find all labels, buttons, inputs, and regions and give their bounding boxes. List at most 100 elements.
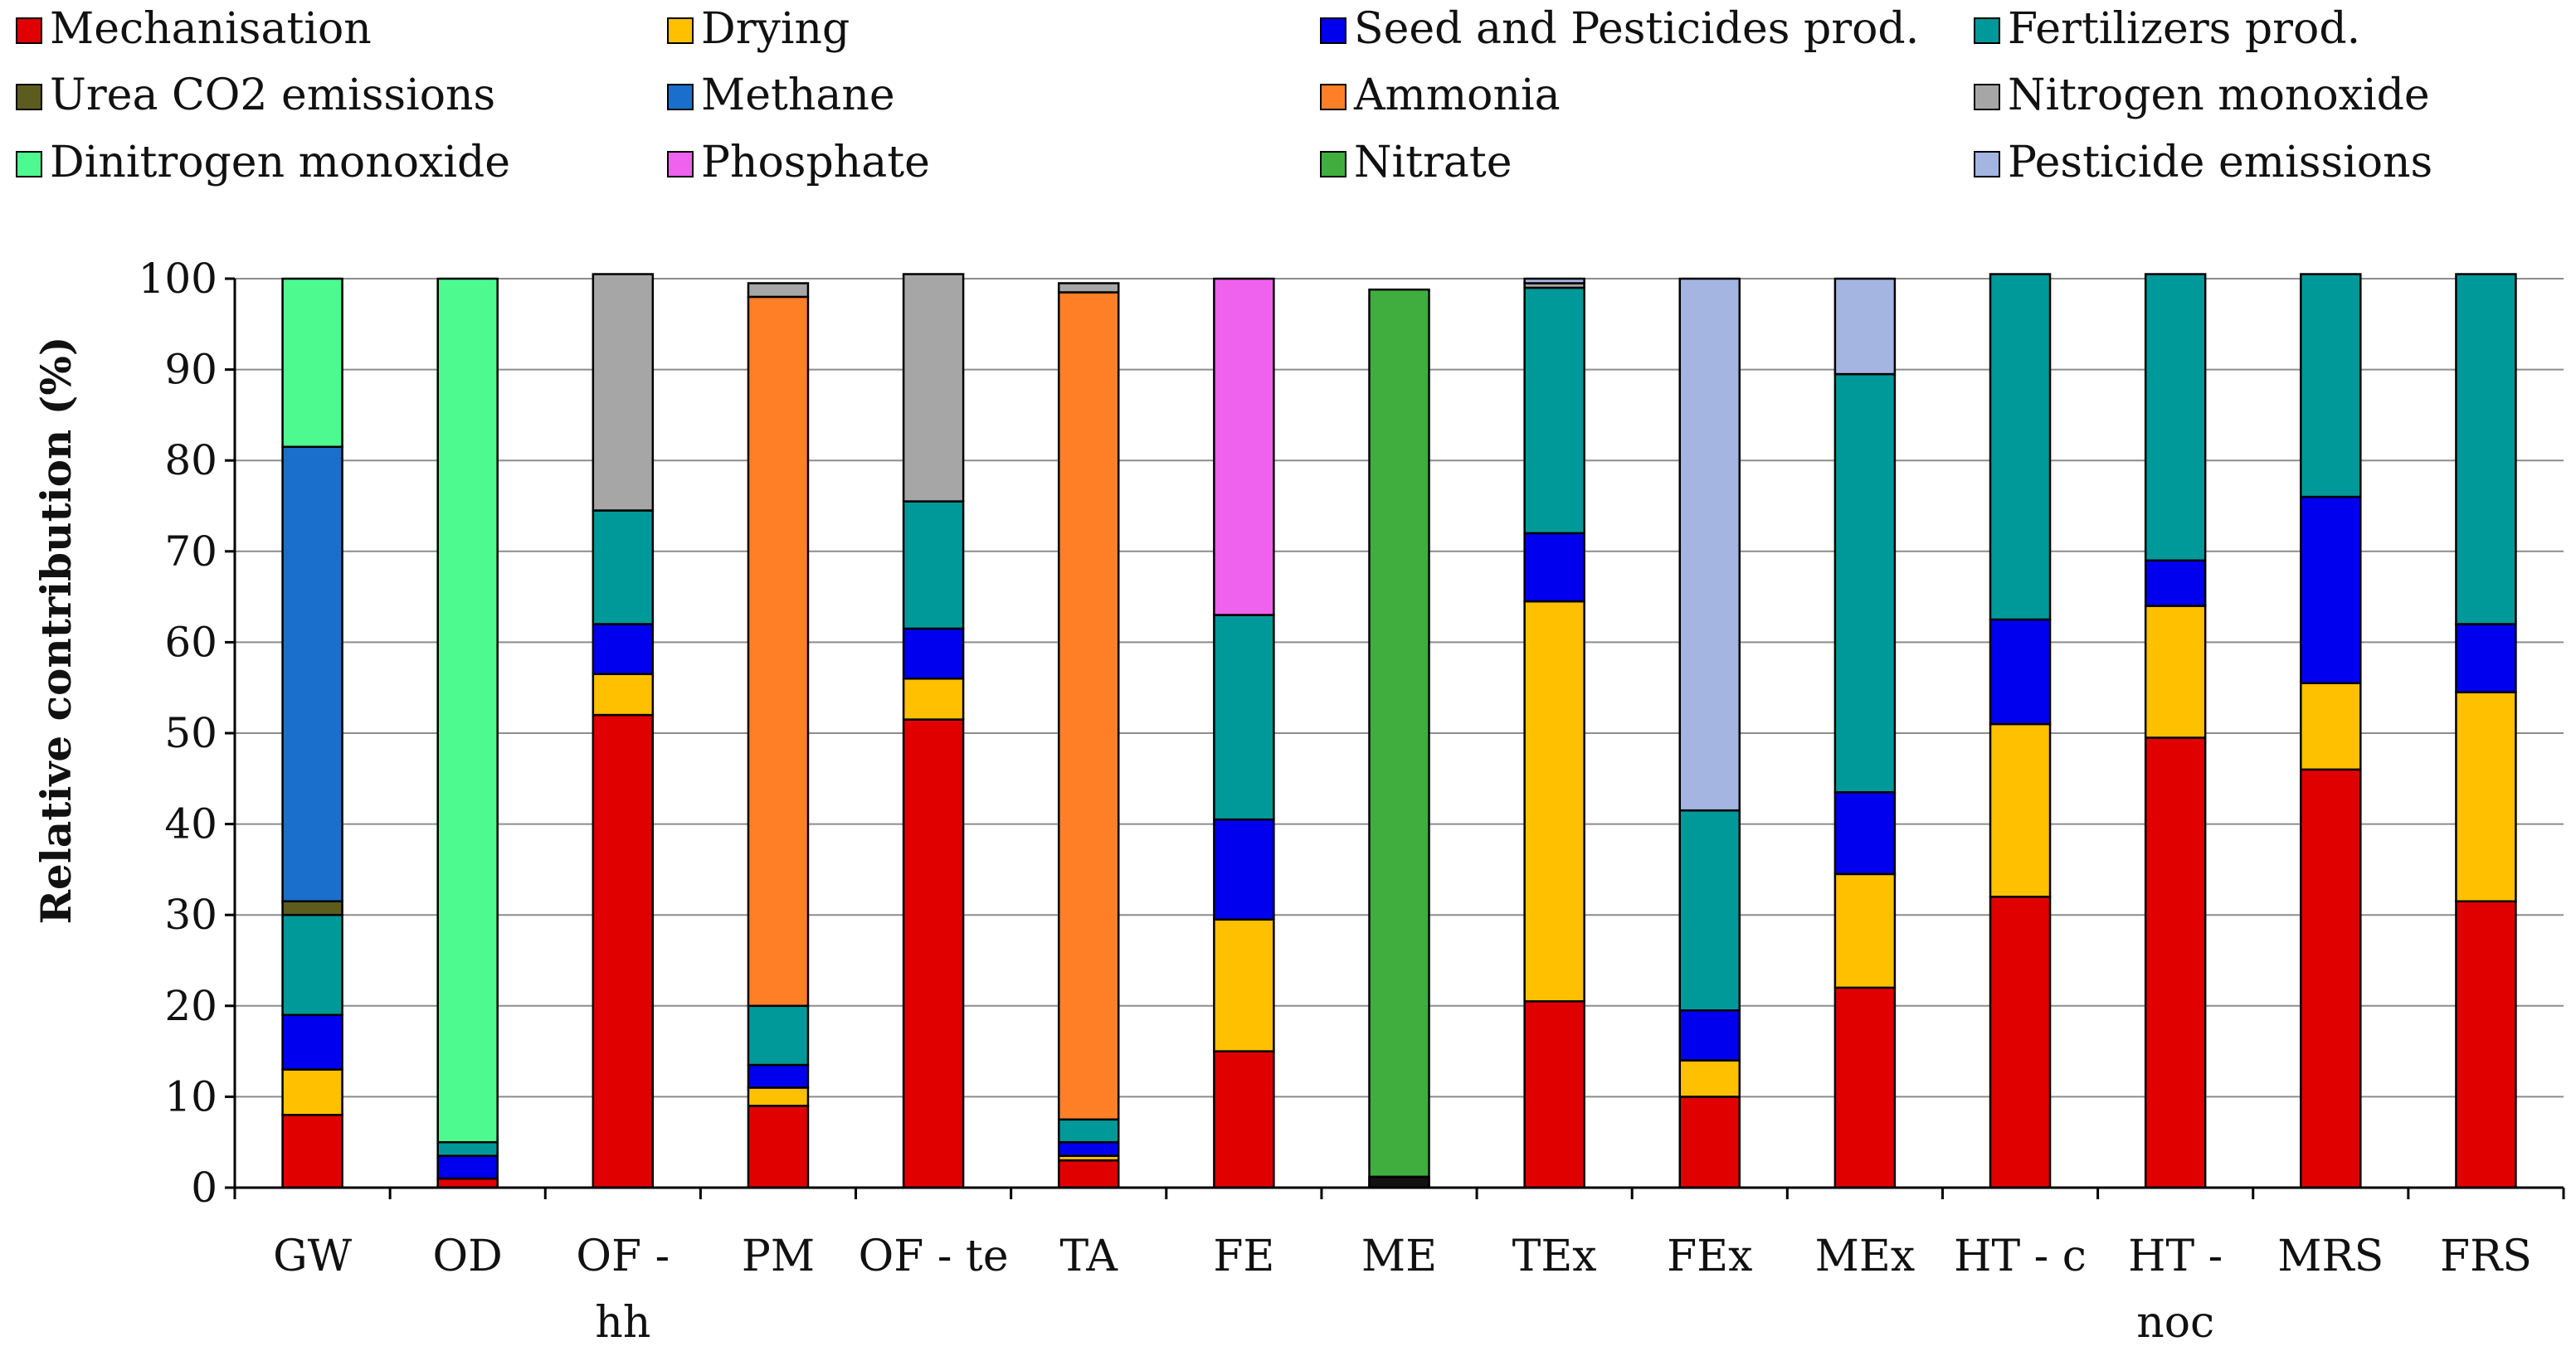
bar-segment-ta-ammonia (1057, 291, 1120, 1121)
bar-segment-ht-c-seed-and-pesticides-prod (1989, 618, 2052, 726)
bar-segment-fex-drying (1678, 1059, 1741, 1098)
bar-segment-pm-mechanisation (747, 1105, 810, 1189)
bars (281, 273, 2517, 1189)
legend: Mechanisation Drying Seed and Pesticides p… (16, 4, 2432, 187)
legend-label-urea-co2-emissions: Urea CO2 emissions (50, 70, 495, 120)
bar-segment-me-other (1368, 1175, 1430, 1189)
x-tick-label-tex: TEx (1512, 1232, 1597, 1281)
y-axis-title: Relative contribution (%) (32, 336, 80, 924)
bar-segment-gw-seed-and-pesticides-prod (281, 1013, 343, 1071)
x-tick-label-ht-noc-line-2: noc (2136, 1298, 2214, 1348)
x-tick-label-gw: GW (273, 1232, 353, 1281)
bar-stack-fe (1213, 277, 1275, 1189)
legend-label-seed-and-pesticides-prod: Seed and Pesticides prod. (1354, 4, 1919, 54)
legend-item-nitrate: Nitrate (1320, 138, 1512, 187)
bar-segment-fe-drying (1213, 918, 1275, 1052)
bar-segment-fex-pesticide-emissions (1678, 277, 1741, 812)
bar-segment-mex-mechanisation (1833, 986, 1897, 1189)
y-tick-label-30: 30 (164, 891, 217, 939)
bar-segment-fex-mechanisation (1678, 1096, 1741, 1189)
legend-item-urea-co2-emissions: Urea CO2 emissions (16, 70, 495, 120)
bar-segment-mex-fertilizers-prod (1833, 372, 1897, 794)
bar-stack-tex (1523, 277, 1585, 1189)
bar-segment-od-dinitrogen-monoxide (436, 277, 499, 1144)
x-tick-label-frs: FRS (2440, 1232, 2532, 1281)
bar-segment-fe-mechanisation (1213, 1050, 1275, 1189)
legend-swatch-urea-co2-emissions (16, 84, 42, 110)
bar-segment-ta-fertilizers-prod (1057, 1118, 1120, 1144)
y-tick-label-0: 0 (191, 1164, 217, 1212)
legend-item-dinitrogen-monoxide: Dinitrogen monoxide (16, 138, 510, 187)
legend-label-pesticide-emissions: Pesticide emissions (2008, 138, 2432, 187)
legend-swatch-mechanisation (16, 17, 42, 44)
legend-label-nitrogen-monoxide: Nitrogen monoxide (2008, 70, 2430, 120)
bar-segment-fex-seed-and-pesticides-prod (1678, 1009, 1741, 1062)
legend-label-methane: Methane (701, 70, 895, 120)
bar-segment-mrs-mechanisation (2300, 768, 2362, 1189)
bar-segment-gw-fertilizers-prod (281, 913, 343, 1017)
bar-segment-ht-c-fertilizers-prod (1989, 273, 2052, 621)
bar-segment-tex-fertilizers-prod (1523, 286, 1585, 535)
bar-segment-mex-pesticide-emissions (1833, 277, 1897, 376)
legend-label-drying: Drying (701, 4, 850, 54)
bar-segment-gw-dinitrogen-monoxide (281, 277, 343, 449)
bar-segment-tex-drying (1523, 600, 1585, 1003)
y-tick-label-10: 10 (164, 1072, 217, 1120)
y-tick-label-80: 80 (164, 436, 217, 484)
bar-segment-frs-seed-and-pesticides-prod (2455, 623, 2517, 693)
bar-segment-fe-phosphate (1213, 277, 1275, 616)
bar-segment-of-te-fertilizers-prod (902, 500, 965, 630)
legend-item-ammonia: Ammonia (1320, 70, 1561, 120)
bar-segment-ta-mechanisation (1057, 1159, 1120, 1189)
legend-swatch-ammonia (1320, 84, 1346, 110)
bar-segment-frs-fertilizers-prod (2455, 273, 2517, 625)
legend-label-dinitrogen-monoxide: Dinitrogen monoxide (50, 138, 510, 187)
y-tick-label-50: 50 (164, 709, 217, 757)
bar-segment-tex-seed-and-pesticides-prod (1523, 532, 1585, 603)
legend-item-seed-and-pesticides-prod: Seed and Pesticides prod. (1320, 4, 1919, 54)
bar-segment-mrs-fertilizers-prod (2300, 273, 2362, 498)
bar-segment-frs-mechanisation (2455, 900, 2517, 1189)
legend-label-phosphate: Phosphate (701, 138, 930, 187)
legend-swatch-seed-and-pesticides-prod (1320, 17, 1346, 44)
legend-swatch-dinitrogen-monoxide (16, 151, 42, 177)
bar-segment-pm-fertilizers-prod (747, 1004, 810, 1067)
bar-stack-of-te (902, 273, 965, 1189)
legend-item-methane: Methane (667, 70, 895, 120)
bar-segment-ht-c-drying (1989, 722, 2052, 898)
x-tick-label-ht-noc-line-1: HT - (2128, 1232, 2223, 1281)
bar-segment-ht-noc-fertilizers-prod (2144, 273, 2207, 562)
bar-stack-mrs (2300, 273, 2362, 1189)
legend-swatch-nitrate (1320, 151, 1346, 177)
y-tick-labels: 0 10 20 30 40 50 60 70 80 90 100 (139, 255, 217, 1212)
bar-segment-mex-seed-and-pesticides-prod (1833, 790, 1897, 876)
y-tick-label-60: 60 (164, 618, 217, 666)
legend-item-pesticide-emissions: Pesticide emissions (1974, 138, 2432, 187)
x-tick-label-me: ME (1361, 1232, 1437, 1281)
bar-segment-tex-mechanisation (1523, 1000, 1585, 1189)
axes (225, 277, 2565, 1199)
legend-item-drying: Drying (667, 4, 850, 54)
legend-label-fertilizers-prod: Fertilizers prod. (2008, 4, 2360, 54)
x-tick-label-mex: MEx (1815, 1232, 1916, 1281)
legend-swatch-nitrogen-monoxide (1974, 84, 2000, 110)
bar-segment-of-hh-drying (592, 673, 655, 717)
bar-stack-mex (1833, 277, 1897, 1189)
bar-segment-ta-seed-and-pesticides-prod (1057, 1140, 1120, 1157)
bar-segment-tex-pesticide-emissions (1523, 277, 1585, 284)
bar-segment-od-fertilizers-prod (436, 1140, 499, 1157)
bar-segment-pm-drying (747, 1086, 810, 1107)
legend-label-nitrate: Nitrate (1354, 138, 1512, 187)
x-tick-label-of-hh-line-1: OF - (576, 1232, 670, 1281)
bar-segment-pm-seed-and-pesticides-prod (747, 1063, 810, 1089)
bar-stack-of-hh (592, 273, 655, 1189)
x-tick-label-ta: TA (1060, 1232, 1119, 1281)
bar-segment-gw-methane (281, 445, 343, 903)
bar-segment-fex-fertilizers-prod (1678, 809, 1741, 1012)
bar-stack-fex (1678, 277, 1741, 1189)
bar-stack-od (436, 277, 499, 1189)
y-tick-label-20: 20 (164, 982, 217, 1030)
bar-segment-ht-noc-mechanisation (2144, 736, 2207, 1189)
bar-segment-mrs-drying (2300, 682, 2362, 771)
